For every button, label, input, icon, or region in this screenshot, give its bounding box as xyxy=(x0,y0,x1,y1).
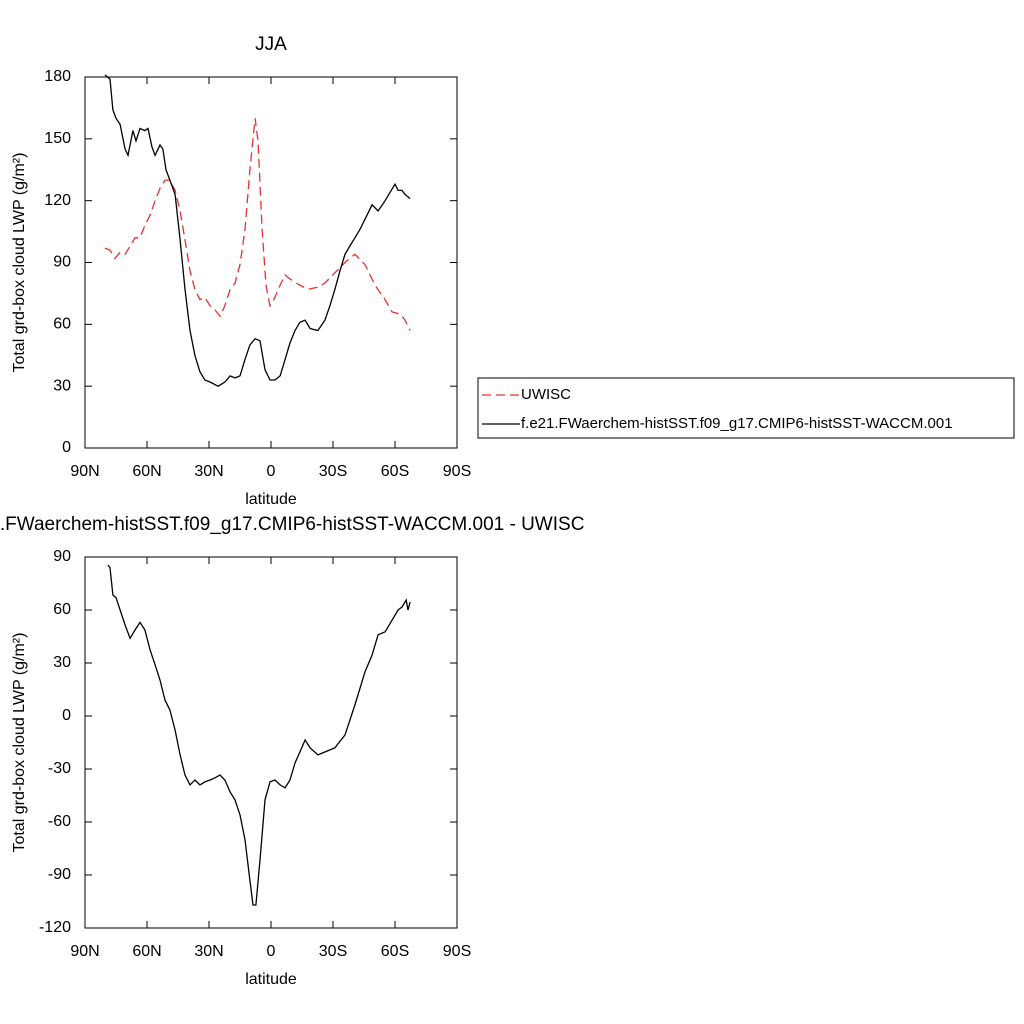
x-tick-label: 90S xyxy=(443,463,471,480)
x-axis-label: latitude xyxy=(245,971,297,988)
x-tick-label: 60S xyxy=(381,463,409,480)
x-tick-label: 30S xyxy=(319,943,347,960)
x-tick-label: 30N xyxy=(194,943,223,960)
x-tick-label: 60N xyxy=(132,943,161,960)
y-tick-label: 120 xyxy=(44,192,71,209)
y-tick-label: -60 xyxy=(48,813,71,830)
y-tick-label: 30 xyxy=(53,654,71,671)
legend-label: UWISC xyxy=(521,386,571,403)
y-tick-label: 180 xyxy=(44,68,71,85)
x-tick-label: 60S xyxy=(381,943,409,960)
x-tick-label: 30S xyxy=(319,463,347,480)
legend-label: f.e21.FWaerchem-histSST.f09_g17.CMIP6-hi… xyxy=(521,415,953,432)
y-tick-label: 0 xyxy=(62,439,71,456)
y-axis-label: Total grd-box cloud LWP (g/m²) xyxy=(11,153,28,373)
x-tick-label: 0 xyxy=(267,463,276,480)
y-tick-label: -120 xyxy=(39,919,71,936)
data-line xyxy=(104,74,411,387)
x-axis-label: latitude xyxy=(245,491,297,508)
x-tick-label: 60N xyxy=(132,463,161,480)
chart-title: f.e21.FWaerchem-histSST.f09_g17.CMIP6-hi… xyxy=(0,514,584,535)
x-tick-label: 0 xyxy=(267,943,276,960)
x-tick-label: 30N xyxy=(194,463,223,480)
plot-frame xyxy=(84,556,458,929)
y-tick-label: 0 xyxy=(62,707,71,724)
y-tick-label: 30 xyxy=(53,377,71,394)
x-tick-label: 90N xyxy=(70,943,99,960)
legend-box xyxy=(477,377,1015,439)
x-tick-label: 90N xyxy=(70,463,99,480)
y-tick-label: 90 xyxy=(53,254,71,271)
chart-title: JJA xyxy=(255,34,287,55)
y-tick-label: 150 xyxy=(44,130,71,147)
data-line xyxy=(104,118,411,331)
plot-frame xyxy=(84,76,458,449)
y-axis-label: Total grd-box cloud LWP (g/m²) xyxy=(11,633,28,853)
y-tick-label: 90 xyxy=(53,548,71,565)
data-line xyxy=(107,564,411,906)
y-tick-label: -90 xyxy=(48,866,71,883)
y-tick-label: 60 xyxy=(53,601,71,618)
x-tick-label: 90S xyxy=(443,943,471,960)
y-tick-label: -30 xyxy=(48,760,71,777)
y-tick-label: 60 xyxy=(53,316,71,333)
